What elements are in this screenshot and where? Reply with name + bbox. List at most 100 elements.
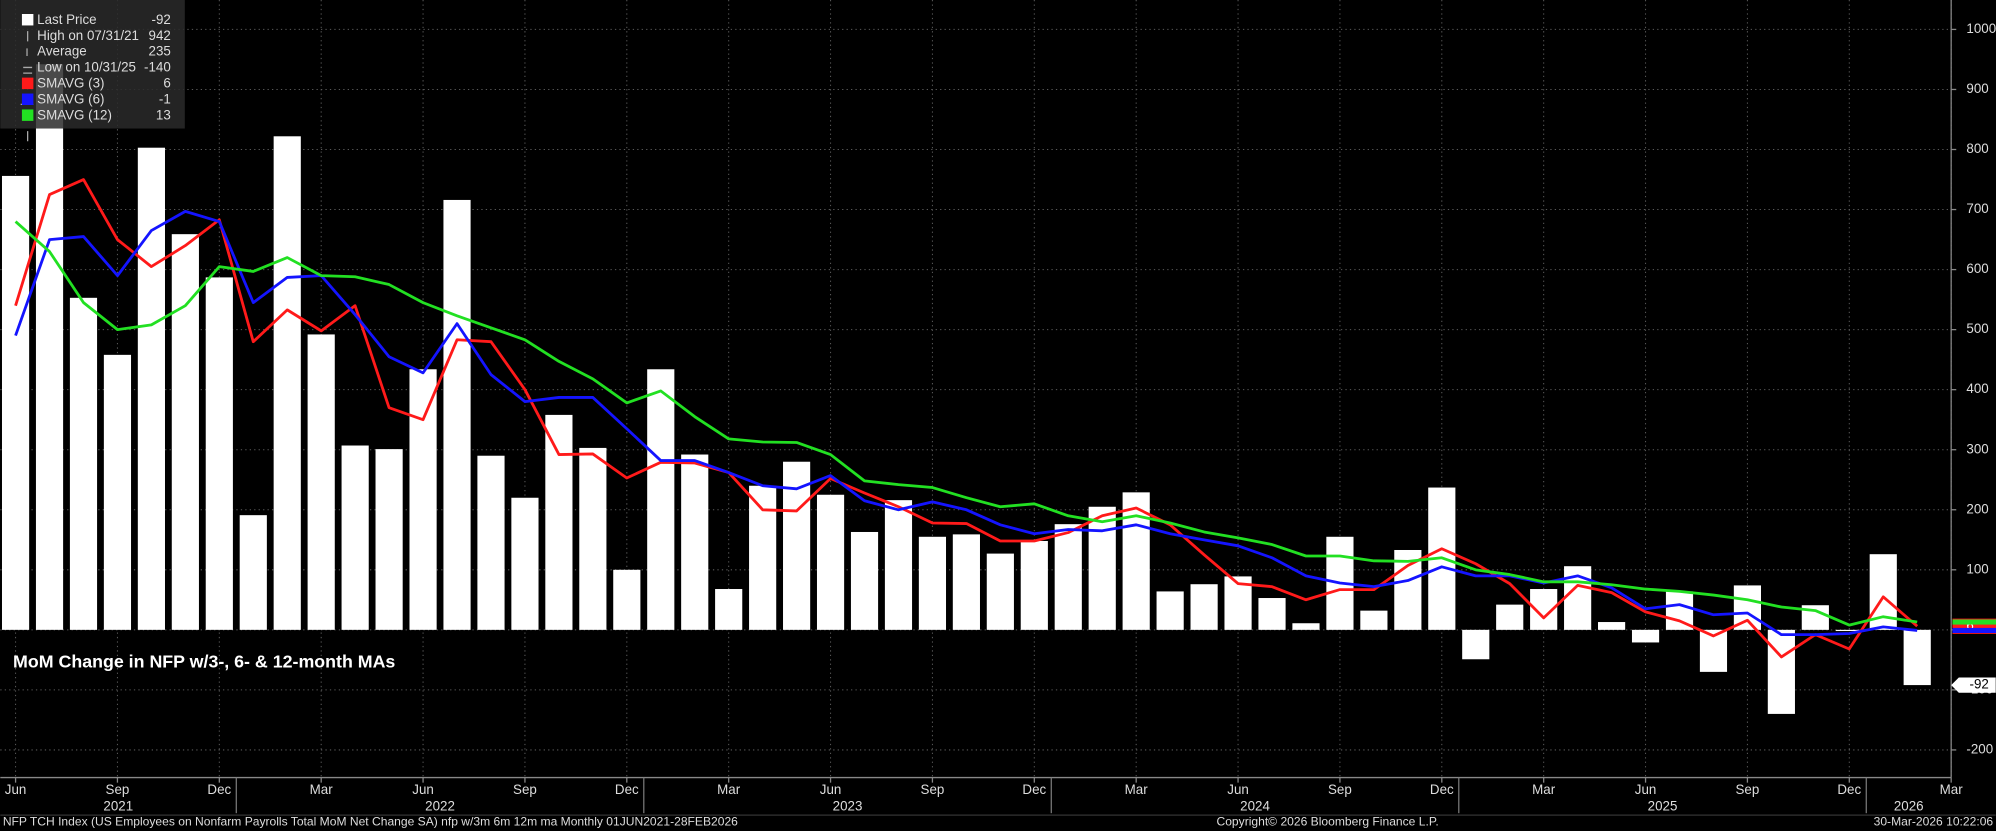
x-tick-label: Jun: [412, 782, 434, 797]
legend-value: -140: [144, 60, 171, 75]
bar: [273, 136, 301, 630]
bar: [35, 64, 64, 630]
bar: [1088, 506, 1116, 630]
y-tick-label: 400: [1966, 381, 1988, 396]
bar: [477, 455, 505, 630]
legend-label: Low on 10/31/25: [37, 60, 136, 75]
y-tick-label: 800: [1966, 141, 1988, 156]
bar: [952, 534, 980, 630]
bar: [1835, 629, 1863, 632]
bar: [918, 536, 947, 630]
bar: [1733, 585, 1762, 630]
bar: [137, 147, 165, 630]
x-tick-label: Dec: [207, 782, 231, 797]
bar: [69, 297, 98, 630]
bar: [1156, 591, 1184, 630]
footer-source: NFP TCH Index (US Employees on Nonfarm P…: [3, 814, 738, 828]
x-tick-label: Sep: [106, 782, 130, 797]
bar: [443, 199, 471, 630]
legend-label: SMAVG (12): [37, 107, 112, 122]
x-tick-label: Mar: [1940, 782, 1964, 797]
bar: [850, 531, 879, 630]
legend-label: Last Price: [37, 12, 96, 27]
legend: Last Price -92 High on 07/31/21 942 Average 2…: [0, 0, 185, 142]
year-label: 2022: [425, 798, 455, 813]
year-label: 2024: [1240, 798, 1270, 813]
year-label: 2025: [1648, 798, 1678, 813]
year-label: 2021: [103, 798, 133, 813]
bar: [1020, 540, 1048, 630]
x-tick-label: Dec: [1430, 782, 1454, 797]
bar: [545, 414, 573, 630]
bar: [307, 334, 335, 630]
bar: [1, 175, 30, 630]
y-tick-label: 200: [1966, 501, 1988, 516]
last-value-label: 6: [1966, 618, 1973, 633]
ma-line: [14, 220, 1918, 627]
x-tick-label: Jun: [1227, 782, 1249, 797]
x-tick-label: Mar: [1125, 782, 1149, 797]
legend-label: Average: [37, 44, 87, 59]
y-tick-label: 700: [1966, 201, 1988, 216]
legend-glyph: [23, 72, 33, 142]
last-value-tag: [1951, 677, 1996, 693]
bar: [239, 515, 267, 630]
x-tick-label: Dec: [615, 782, 639, 797]
footer-timestamp: 30-Mar-2026 10:22:06: [1874, 814, 1994, 828]
bar: [1190, 584, 1218, 630]
last-value-label: -92: [1970, 677, 1989, 692]
plot: [1, 64, 1931, 714]
legend-value: -92: [152, 12, 171, 27]
legend-value: 6: [163, 76, 170, 91]
bar: [1258, 598, 1286, 630]
legend-value: 235: [149, 44, 171, 59]
chart-title: MoM Change in NFP w/3-, 6- & 12-month MA…: [13, 652, 395, 672]
bar: [1292, 623, 1320, 630]
last-value-tag: [1952, 627, 1996, 633]
bar: [511, 497, 539, 630]
bar: [205, 277, 233, 630]
legend-swatch: [21, 77, 34, 90]
legend-label: SMAVG (6): [37, 91, 104, 106]
bar: [1631, 629, 1660, 643]
legend-glyph: [23, 31, 33, 69]
y-tick-label: 1000: [1966, 21, 1996, 36]
x-tick-label: Sep: [513, 782, 537, 797]
x-tick-label: Mar: [1532, 782, 1556, 797]
bar: [681, 454, 709, 630]
bar: [647, 369, 675, 630]
x-tick-label: Jun: [820, 782, 842, 797]
legend-label: High on 07/31/21: [37, 28, 139, 43]
x-tick-label: Jun: [5, 782, 27, 797]
bar: [1462, 629, 1490, 660]
y-tick-label: 300: [1966, 441, 1988, 456]
legend-swatch: [21, 109, 34, 121]
bar: [103, 354, 132, 630]
x-tick-label: Sep: [1328, 782, 1352, 797]
year-label: 2026: [1894, 798, 1924, 813]
legend-value: 942: [149, 28, 171, 43]
bar: [816, 494, 845, 630]
y-tick-label: 600: [1966, 261, 1988, 276]
bar: [171, 234, 199, 630]
bar: [579, 447, 607, 630]
year-label: 2023: [833, 798, 863, 813]
legend-value: 13: [156, 107, 171, 122]
bar: [1903, 629, 1931, 686]
legend-value: -1: [159, 91, 171, 106]
y-tick-label: 500: [1966, 321, 1988, 336]
x-tick-label: Dec: [1837, 782, 1861, 797]
bar: [341, 445, 369, 630]
legend-swatch: [21, 93, 34, 105]
bar: [749, 485, 777, 630]
y-tick-label: -200: [1966, 741, 1993, 756]
legend-label: SMAVG (3): [37, 76, 104, 91]
x-tick-label: Mar: [717, 782, 741, 797]
bar: [1598, 622, 1626, 630]
y-tick-label: 100: [1966, 561, 1988, 576]
ma-line: [14, 178, 1919, 659]
bar: [613, 569, 641, 630]
legend-swatch: [21, 13, 34, 26]
